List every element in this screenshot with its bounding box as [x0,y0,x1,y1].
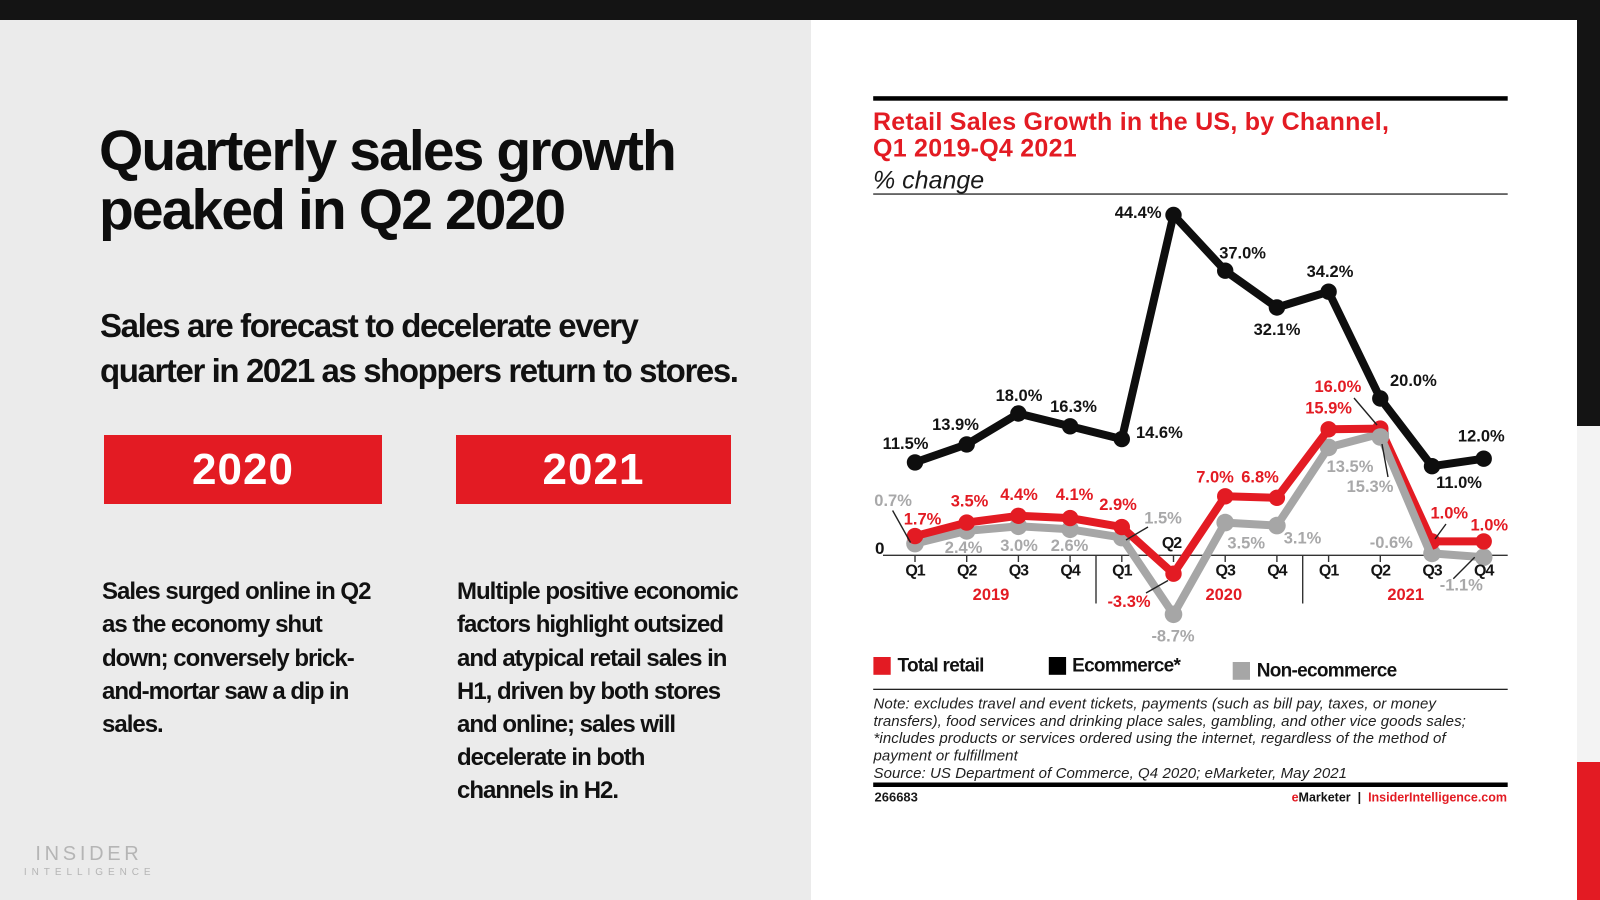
svg-text:Q1: Q1 [1112,562,1132,579]
svg-text:6.8%: 6.8% [1241,469,1279,487]
svg-text:1.7%: 1.7% [904,510,942,528]
svg-text:Q3: Q3 [1216,562,1236,579]
svg-text:13.9%: 13.9% [932,416,979,434]
svg-text:3.5%: 3.5% [951,493,989,511]
svg-text:4.4%: 4.4% [1000,486,1038,504]
svg-text:2.9%: 2.9% [1099,496,1137,514]
svg-text:1.0%: 1.0% [1430,505,1468,523]
svg-text:Ecommerce*: Ecommerce* [1072,656,1181,677]
svg-text:15.3%: 15.3% [1347,478,1394,496]
svg-text:15.9%: 15.9% [1305,399,1352,417]
svg-text:Q3: Q3 [1422,562,1442,579]
svg-text:14.6%: 14.6% [1136,424,1183,442]
svg-text:Q2: Q2 [957,562,977,579]
svg-text:0: 0 [875,539,884,558]
svg-text:Q1 2019-Q4 2021: Q1 2019-Q4 2021 [873,134,1077,162]
svg-text:Non-ecommerce: Non-ecommerce [1257,661,1397,682]
svg-text:0.7%: 0.7% [874,492,912,510]
svg-text:3.1%: 3.1% [1284,529,1322,547]
svg-text:37.0%: 37.0% [1219,244,1266,262]
svg-text:3.5%: 3.5% [1227,534,1265,552]
svg-text:Q4: Q4 [1060,562,1080,579]
svg-text:-0.6%: -0.6% [1370,534,1413,552]
svg-text:% change: % change [873,166,984,194]
svg-text:16.3%: 16.3% [1050,398,1097,416]
svg-text:-3.3%: -3.3% [1107,593,1150,611]
svg-text:32.1%: 32.1% [1254,321,1301,339]
svg-text:2021: 2021 [1387,586,1424,604]
svg-text:-1.1%: -1.1% [1440,577,1483,595]
svg-text:11.5%: 11.5% [883,435,929,453]
svg-text:Q2: Q2 [1371,562,1391,579]
svg-text:1.0%: 1.0% [1470,517,1508,535]
svg-text:11.0%: 11.0% [1436,474,1482,492]
svg-text:*includes products or services: *includes products or services ordered u… [874,730,1448,747]
svg-text:Q1: Q1 [1319,562,1339,579]
svg-text:18.0%: 18.0% [996,387,1043,405]
svg-text:Retail Sales Growth in the US,: Retail Sales Growth in the US, by Channe… [873,108,1389,136]
svg-text:4.1%: 4.1% [1056,486,1094,504]
svg-text:13.5%: 13.5% [1327,458,1374,476]
svg-text:266683: 266683 [875,790,918,805]
svg-text:3.0%: 3.0% [1000,537,1038,555]
svg-text:2019: 2019 [973,586,1010,604]
svg-text:Q4: Q4 [1474,562,1494,579]
svg-text:34.2%: 34.2% [1307,263,1354,281]
svg-text:7.0%: 7.0% [1196,469,1234,487]
svg-text:Q1: Q1 [905,562,925,579]
svg-text:Source: US Department of Comme: Source: US Department of Commerce, Q4 20… [874,765,1348,782]
svg-text:payment or fulfillment: payment or fulfillment [873,748,1019,765]
svg-text:transfers), food services and: transfers), food services and drinking p… [874,713,1466,730]
svg-text:1.5%: 1.5% [1144,509,1182,527]
svg-text:Q2: Q2 [1162,535,1182,552]
svg-text:44.4%: 44.4% [1115,204,1162,222]
svg-text:2.4%: 2.4% [945,539,983,557]
svg-text:Q4: Q4 [1267,562,1287,579]
svg-text:12.0%: 12.0% [1458,427,1505,445]
svg-text:2.6%: 2.6% [1051,537,1089,555]
svg-text:eMarketer | InsiderIntellige: eMarketer | InsiderIntelligence.com [1292,791,1507,805]
svg-text:Q3: Q3 [1009,562,1029,579]
svg-text:-8.7%: -8.7% [1151,627,1194,645]
svg-text:16.0%: 16.0% [1315,378,1362,396]
svg-text:2020: 2020 [1205,586,1242,604]
svg-text:Total retail: Total retail [898,656,984,677]
svg-text:Note: excludes travel and even: Note: excludes travel and event tickets,… [874,696,1438,713]
svg-text:20.0%: 20.0% [1390,372,1437,390]
